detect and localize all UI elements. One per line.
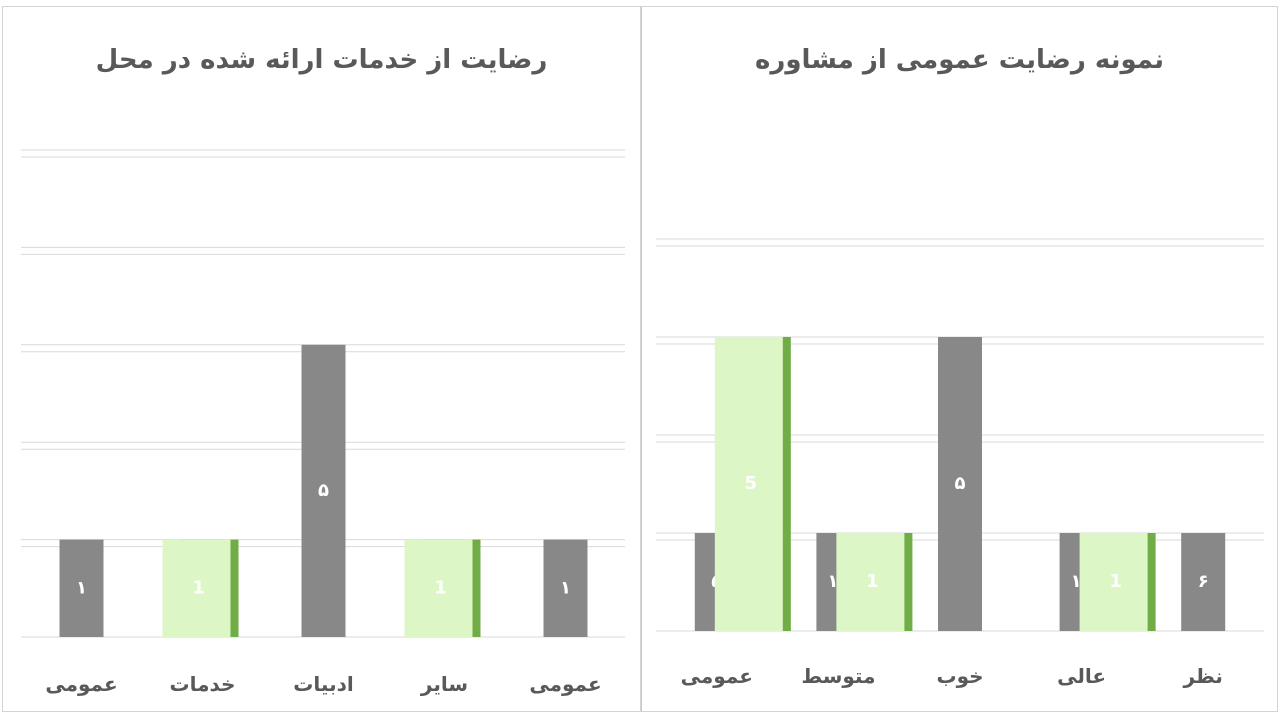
bar-series-2 xyxy=(162,539,239,637)
chart-title: رضایت از خدمات ارائه شده در محل xyxy=(95,45,548,75)
category-label: عالی xyxy=(1057,664,1106,688)
bar-series-2 xyxy=(714,337,791,631)
data-label: 1 xyxy=(192,577,205,598)
bar-series-2-edge xyxy=(1147,533,1156,631)
bar-chart-right: ۵5عمومی۱۲1متوسط۵خوب۱۲1عالی۶نظر xyxy=(656,238,1264,688)
bar-series-1 xyxy=(1181,533,1226,631)
data-label: ۵ xyxy=(955,473,966,494)
category-label: ادبیات xyxy=(293,672,353,696)
chart-panel-left: رضایت از خدمات ارائه شده در محل ۱ عمومی ۱ 1… xyxy=(2,6,641,712)
category-label: خوب xyxy=(936,664,983,688)
data-label: 1 xyxy=(866,571,879,592)
category-label: عمومی xyxy=(45,672,117,696)
bar-series-2-edge xyxy=(230,539,239,637)
data-label: 1 xyxy=(1109,571,1122,592)
category-label: متوسط xyxy=(801,664,875,688)
chart-panel-right: نمونه رضایت عمومی از مشاوره ۵5عمومی۱۲1مت… xyxy=(641,6,1278,712)
bar-series-1 xyxy=(938,337,982,631)
bar-series-1 xyxy=(59,539,104,637)
data-label: ۵ xyxy=(318,480,329,501)
data-label: ۱ xyxy=(560,577,571,598)
bar-series-2 xyxy=(836,533,913,631)
category-label: خدمات xyxy=(170,672,236,696)
category-label: عمومی xyxy=(529,672,601,696)
bar-series-2 xyxy=(404,539,481,637)
bar-series-2-edge xyxy=(904,533,913,631)
bar-chart-left: ۱عمومی۱1خدمات۵ادبیات۱1سایر۱عمومی xyxy=(21,149,625,696)
bar-series-2-edge xyxy=(782,337,791,631)
category-label: نظر xyxy=(1182,664,1222,688)
category-label: سایر xyxy=(420,672,468,696)
chart-title: نمونه رضایت عمومی از مشاوره xyxy=(755,45,1164,75)
data-label: 5 xyxy=(745,473,758,494)
data-label: ۱ xyxy=(76,577,87,598)
bar-series-2 xyxy=(1079,533,1156,631)
bar-series-1 xyxy=(543,539,588,637)
category-label: عمومی xyxy=(681,664,753,688)
bar-series-2-edge xyxy=(472,539,481,637)
data-label: 1 xyxy=(434,577,447,598)
bar-series-1 xyxy=(301,344,346,637)
data-label: ۶ xyxy=(1198,571,1209,592)
